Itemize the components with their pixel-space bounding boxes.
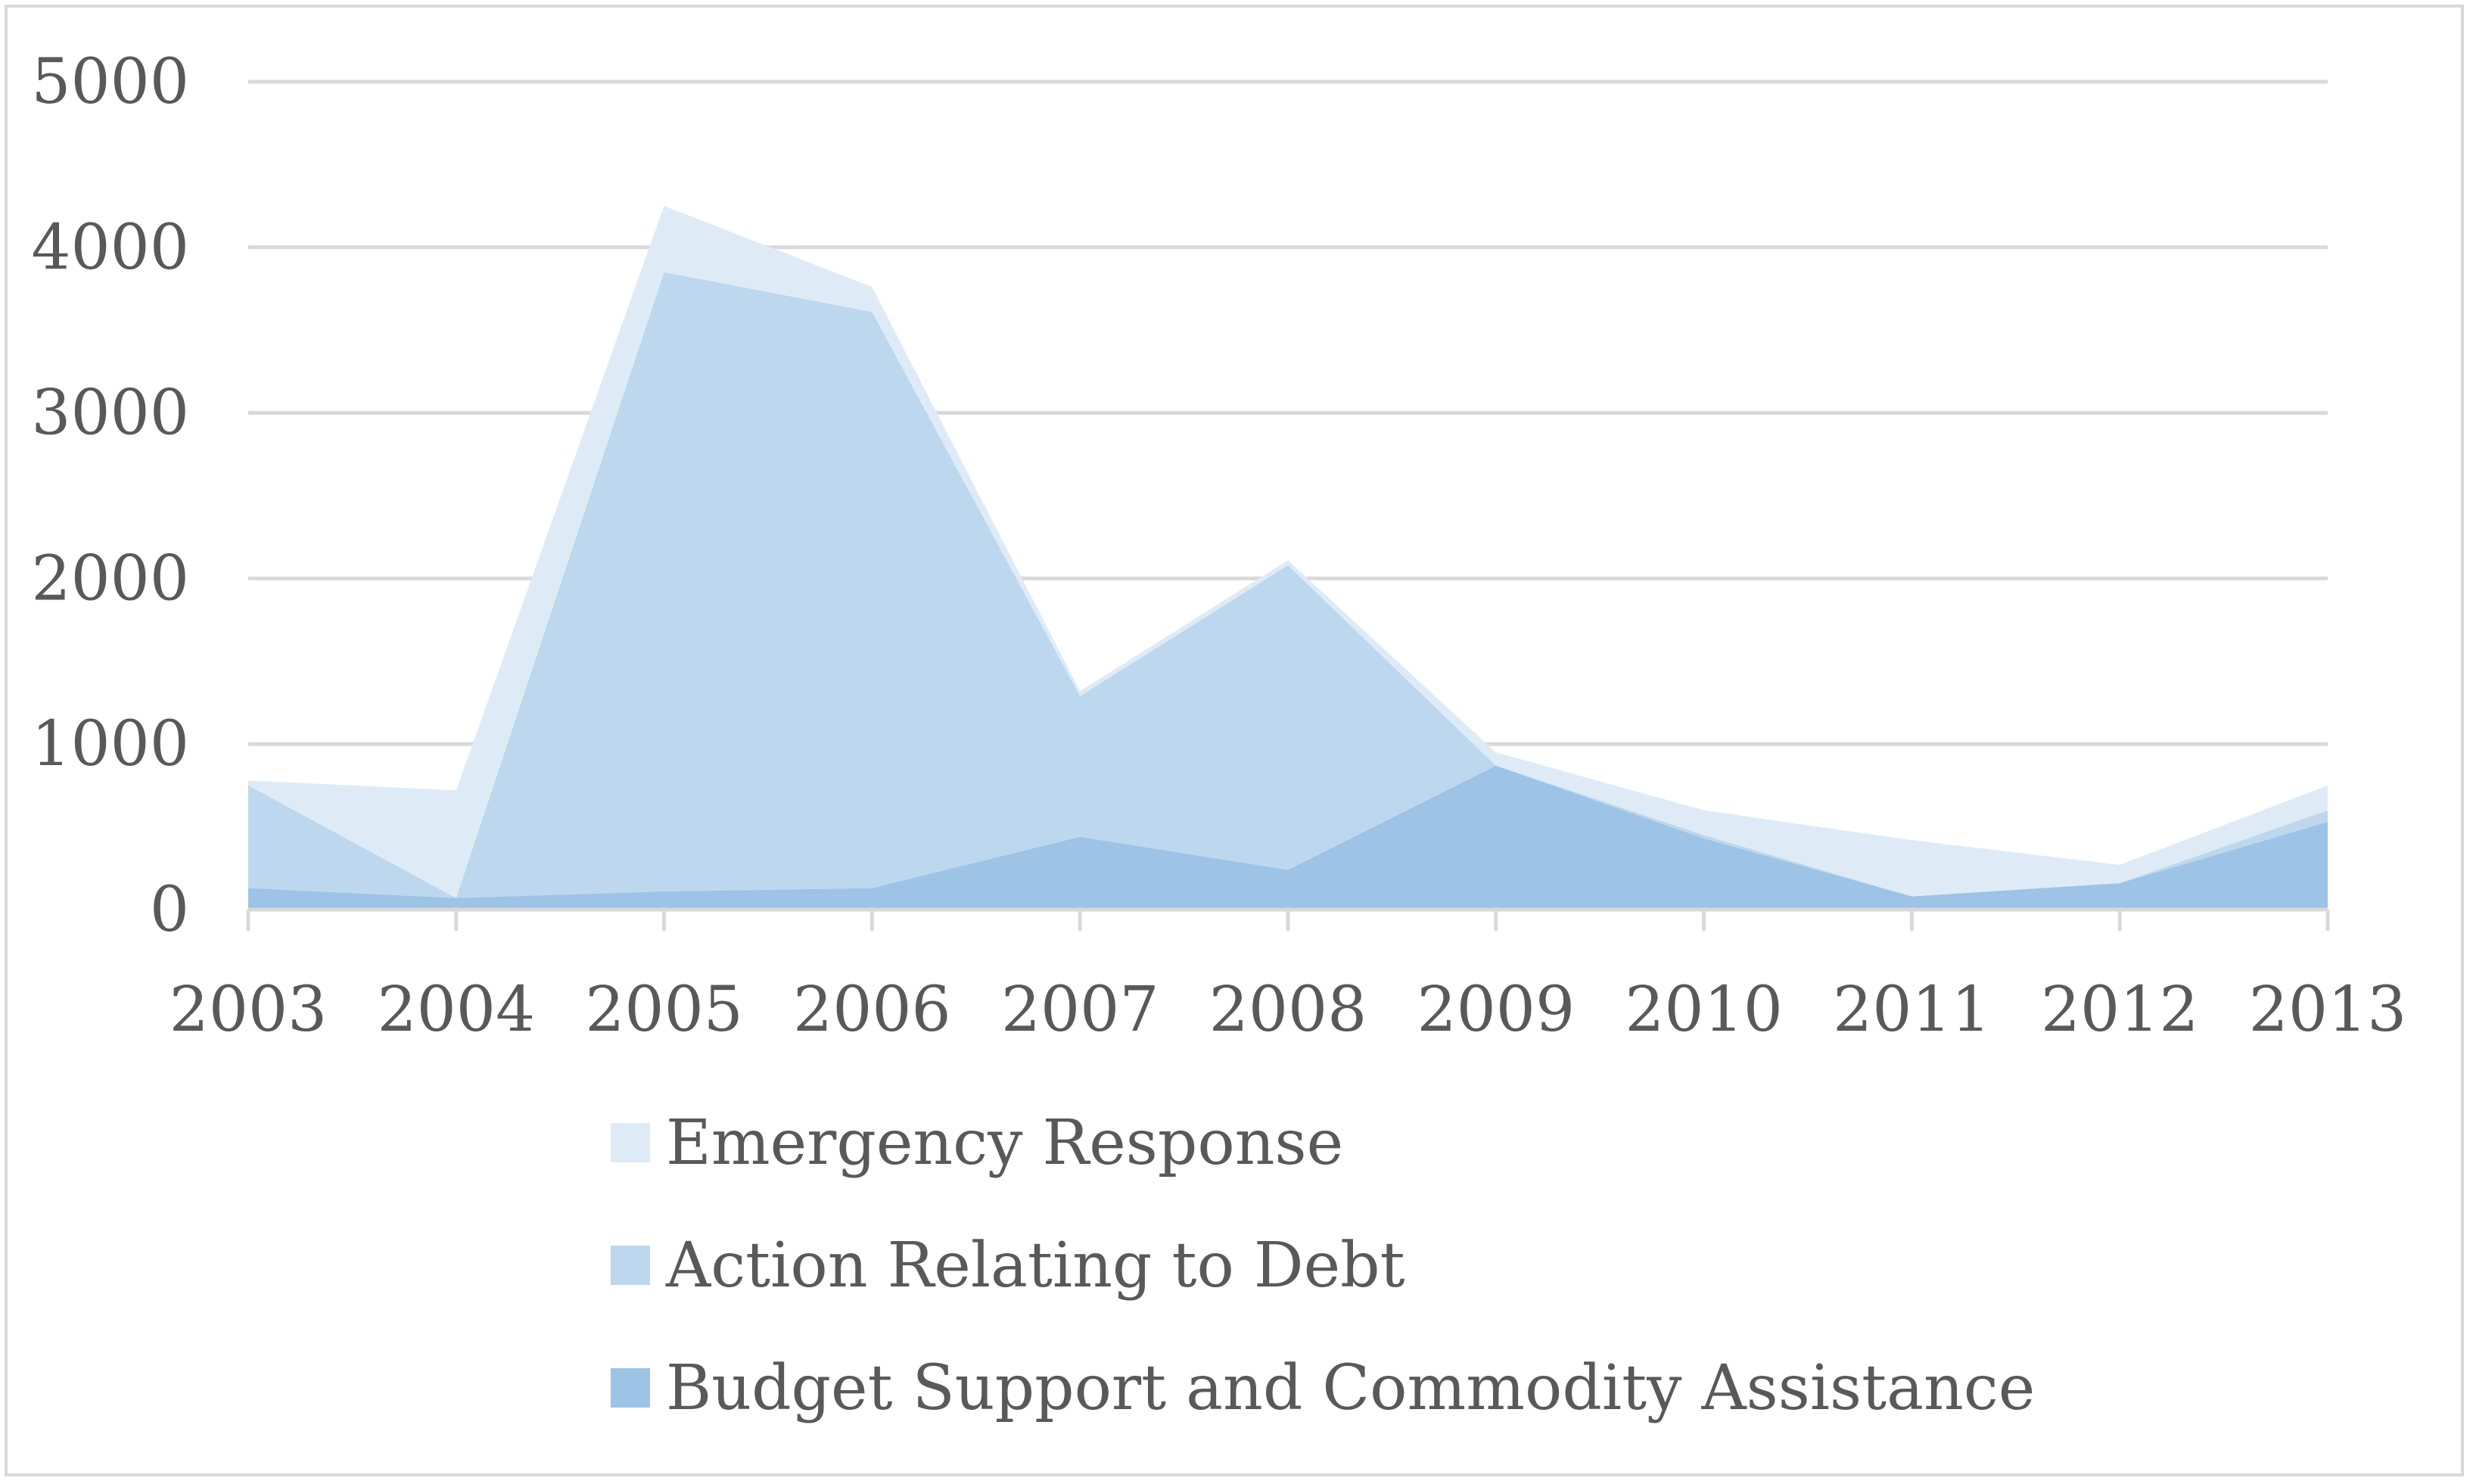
x-tick-label-2011: 2011 bbox=[1833, 974, 1991, 1046]
area-emergency-response bbox=[248, 206, 2328, 898]
y-tick-label-5000: 5000 bbox=[31, 46, 189, 118]
x-tick-labels: 2003 2004 2005 2006 2007 2008 2009 2010 2011 2012… bbox=[170, 974, 2407, 1046]
x-tick-label-2013: 2013 bbox=[2249, 974, 2407, 1046]
legend-swatch-emergency-response bbox=[611, 1123, 650, 1162]
y-tick-labels: 0 1000 2000 3000 4000 5000 bbox=[31, 46, 189, 946]
legend-label-budget-support-and-commodity-assistance: Budget Support and Commodity Assistance bbox=[666, 1352, 2035, 1424]
axes bbox=[246, 907, 2330, 931]
x-tick-label-2008: 2008 bbox=[1209, 974, 1367, 1046]
area-action-relating-to-debt bbox=[248, 272, 2328, 898]
x-tick-label-2006: 2006 bbox=[793, 974, 951, 1046]
legend-swatch-budget-support-and-commodity-assistance bbox=[611, 1368, 650, 1408]
area-budget-support-and-commodity-assistance bbox=[248, 765, 2328, 910]
legend-label-emergency-response: Emergency Response bbox=[666, 1107, 1343, 1179]
x-tick-label-2010: 2010 bbox=[1625, 974, 1783, 1046]
series-areas bbox=[248, 206, 2328, 910]
legend: Emergency Response Action Relating to Deb… bbox=[611, 1107, 2035, 1424]
chart-frame: 0 1000 2000 3000 4000 5000 2003 2004 2005 2006 20… bbox=[5, 5, 2464, 1476]
y-tick-label-0: 0 bbox=[150, 874, 189, 946]
x-tick-label-2012: 2012 bbox=[2041, 974, 2199, 1046]
x-tick-label-2007: 2007 bbox=[1001, 974, 1159, 1046]
y-tick-label-1000: 1000 bbox=[31, 708, 189, 780]
legend-label-action-relating-to-debt: Action Relating to Debt bbox=[665, 1230, 1405, 1302]
x-tick-label-2004: 2004 bbox=[377, 974, 535, 1046]
y-tick-label-2000: 2000 bbox=[31, 543, 189, 614]
y-tick-label-3000: 3000 bbox=[31, 378, 189, 450]
x-tick-label-2005: 2005 bbox=[585, 974, 743, 1046]
x-tick-label-2009: 2009 bbox=[1417, 974, 1575, 1046]
y-tick-label-4000: 4000 bbox=[31, 212, 189, 284]
legend-swatch-action-relating-to-debt bbox=[611, 1246, 650, 1285]
x-tick-label-2003: 2003 bbox=[170, 974, 328, 1046]
